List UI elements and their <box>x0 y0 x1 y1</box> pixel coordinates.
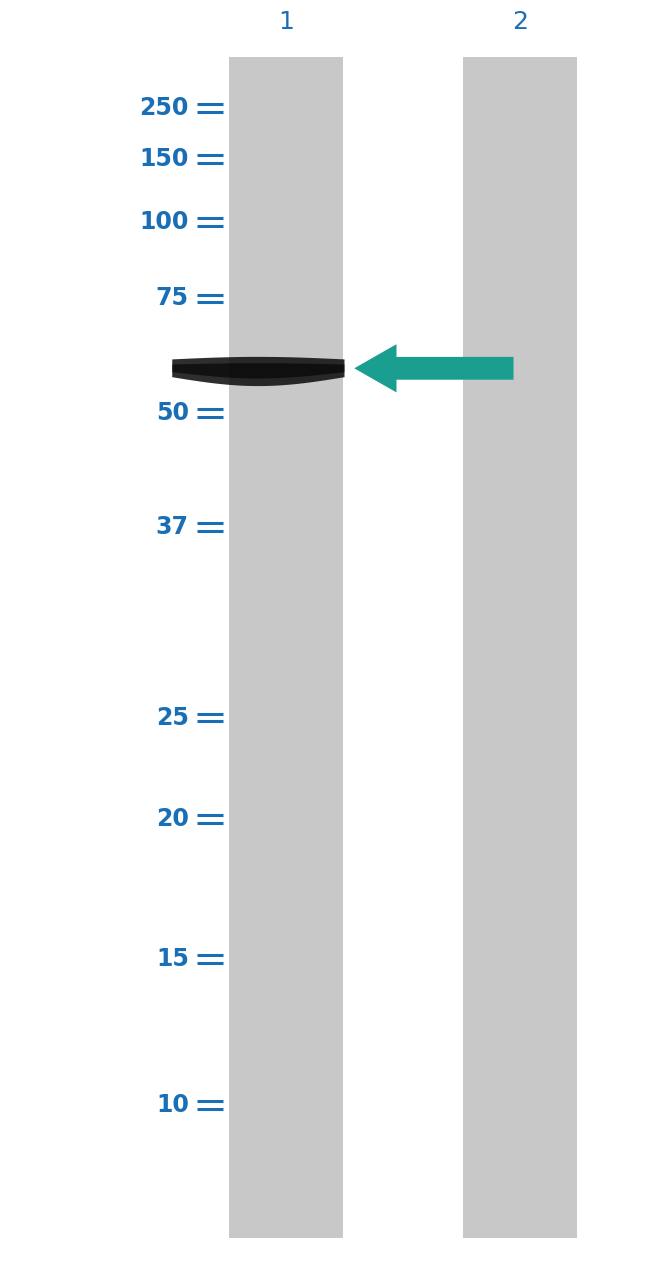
Text: 37: 37 <box>156 516 189 538</box>
Text: 75: 75 <box>156 287 189 310</box>
Text: 1: 1 <box>278 10 294 34</box>
Text: 250: 250 <box>140 97 189 119</box>
Text: 20: 20 <box>156 808 189 831</box>
Text: 15: 15 <box>156 947 189 970</box>
FancyArrow shape <box>354 344 514 392</box>
Text: 10: 10 <box>156 1093 189 1116</box>
Bar <box>463 57 577 1238</box>
Polygon shape <box>172 357 344 386</box>
Bar <box>229 57 343 1238</box>
Polygon shape <box>172 363 344 378</box>
Text: 150: 150 <box>140 147 189 170</box>
Text: 25: 25 <box>156 706 189 729</box>
Text: 100: 100 <box>140 211 189 234</box>
Text: 50: 50 <box>156 401 189 424</box>
Text: 2: 2 <box>512 10 528 34</box>
